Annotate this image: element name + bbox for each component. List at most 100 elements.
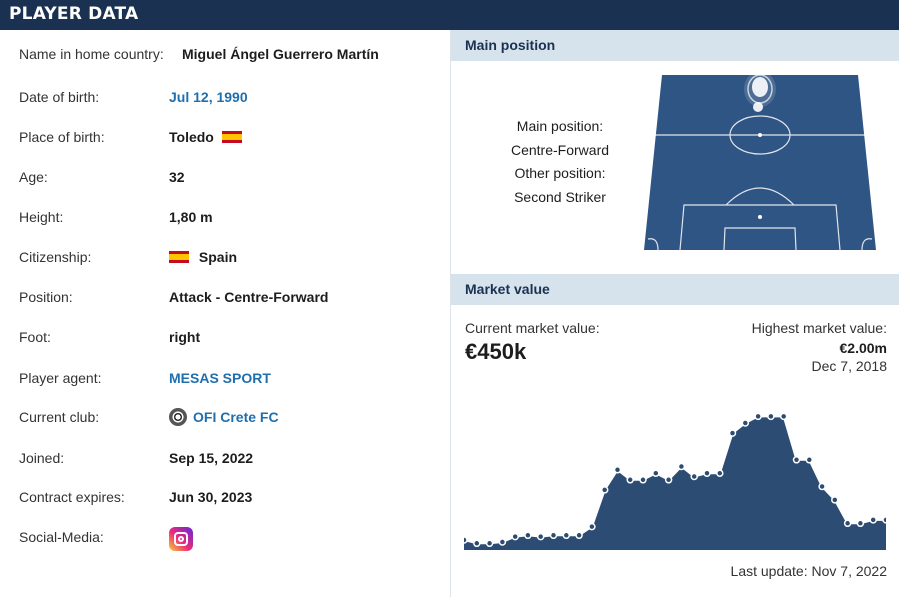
last-update: Last update: Nov 7, 2022: [730, 563, 887, 579]
label: Joined:: [19, 450, 65, 466]
row-current-club: Current club: OFI Crete FC: [19, 407, 449, 427]
market-value-point[interactable]: [779, 412, 788, 421]
market-value-point[interactable]: [626, 476, 634, 484]
market-value-point[interactable]: [728, 429, 737, 437]
player-data-list: Name in home country: Miguel Ángel Guerr…: [0, 30, 450, 597]
position-heat-marker: [744, 75, 776, 112]
row-name-home: Name in home country: Miguel Ángel Guerr…: [19, 44, 449, 64]
highest-market-value-label: Highest market value:: [751, 320, 887, 336]
market-value-point[interactable]: [575, 531, 583, 540]
market-value-point[interactable]: [498, 538, 507, 546]
spain-flag-icon: [221, 131, 242, 143]
player-agent-link[interactable]: MESAS SPORT: [169, 370, 271, 386]
row-age: Age: 32: [19, 167, 449, 187]
penalty-spot: [758, 215, 762, 219]
market-value-point[interactable]: [716, 469, 724, 477]
market-value-point[interactable]: [664, 476, 673, 484]
pitch-field: [644, 75, 876, 250]
label: Height:: [19, 209, 64, 225]
corner-arc-left: [647, 238, 659, 250]
row-player-agent: Player agent: MESAS SPORT: [19, 368, 449, 388]
instagram-icon[interactable]: [169, 527, 193, 551]
value: right: [169, 329, 201, 345]
citizenship-value: Spain: [198, 249, 238, 265]
market-value-point[interactable]: [464, 536, 468, 544]
market-value-point[interactable]: [600, 486, 609, 494]
label: Foot:: [19, 329, 51, 345]
market-value-point[interactable]: [843, 519, 852, 528]
label: Contract expires:: [19, 489, 125, 505]
goal-box: [723, 227, 797, 250]
market-value-point[interactable]: [549, 531, 558, 540]
other-position-label: Other position:: [514, 165, 606, 181]
market-value-point[interactable]: [588, 522, 596, 531]
market-value-point[interactable]: [473, 539, 481, 548]
column-divider: [450, 30, 451, 597]
main-position-header: Main position: [451, 30, 899, 61]
row-social-media: Social-Media:: [19, 527, 449, 551]
place-of-birth-value: Toledo: [169, 129, 214, 145]
market-value-line: [464, 415, 886, 545]
market-value-point[interactable]: [831, 496, 839, 504]
value-wrap: Spain: [169, 247, 237, 267]
player-data-header: PLAYER DATA: [0, 0, 899, 30]
market-value-point[interactable]: [613, 466, 622, 474]
current-club-value: OFI Crete FC: [193, 409, 279, 425]
highest-market-value-date: Dec 7, 2018: [811, 358, 888, 374]
label: Name in home country:: [19, 46, 164, 62]
market-value-point[interactable]: [511, 532, 519, 541]
market-value-point[interactable]: [856, 519, 865, 528]
market-value-point[interactable]: [639, 476, 647, 484]
current-market-value: €450k: [465, 339, 527, 364]
value-wrap: [169, 527, 193, 551]
label: Position:: [19, 289, 73, 305]
row-date-of-birth: Date of birth: Jul 12, 1990: [19, 87, 449, 107]
label: Current club:: [19, 409, 100, 425]
value: Sep 15, 2022: [169, 450, 254, 466]
main-position-value: Centre-Forward: [510, 142, 610, 158]
penalty-arc: [725, 187, 795, 206]
label: Date of birth:: [19, 89, 100, 105]
market-value-area: [464, 416, 886, 550]
main-position-heading: Main position: [465, 37, 556, 53]
value: Miguel Ángel Guerrero Martín: [182, 46, 379, 62]
market-value-point[interactable]: [754, 412, 762, 421]
market-value-point[interactable]: [524, 531, 532, 540]
value-wrap: Toledo: [169, 127, 242, 147]
label: Player agent:: [19, 370, 102, 386]
market-value-point[interactable]: [677, 462, 686, 471]
other-position-value: Second Striker: [514, 189, 606, 205]
label: Age:: [19, 169, 48, 185]
market-value-point[interactable]: [792, 456, 801, 464]
market-value-point[interactable]: [562, 531, 571, 540]
market-value-point[interactable]: [536, 532, 545, 541]
market-value-point[interactable]: [652, 469, 660, 477]
row-place-of-birth: Place of birth: Toledo: [19, 127, 449, 147]
main-position-label: Main position:: [516, 118, 604, 134]
market-value-point[interactable]: [805, 456, 814, 464]
market-value-point[interactable]: [818, 482, 826, 491]
row-joined: Joined: Sep 15, 2022: [19, 448, 449, 468]
market-value-point[interactable]: [703, 469, 711, 477]
centre-circle: [729, 115, 791, 155]
current-market-value-label: Current market value:: [465, 320, 600, 336]
ofi-crete-logo-icon: [169, 408, 187, 426]
market-value-point[interactable]: [485, 539, 494, 548]
row-height: Height: 1,80 m: [19, 207, 449, 227]
market-value-header: Market value: [451, 274, 899, 305]
market-value-point[interactable]: [882, 516, 886, 524]
current-club-link[interactable]: OFI Crete FC: [169, 407, 279, 427]
market-value-heading: Market value: [465, 281, 550, 297]
market-value-point[interactable]: [690, 472, 698, 481]
market-value-chart[interactable]: [464, 395, 886, 555]
row-foot: Foot: right: [19, 327, 449, 347]
market-value-point[interactable]: [869, 516, 877, 524]
market-value-point[interactable]: [767, 412, 775, 421]
value: 32: [169, 169, 185, 185]
value: Jun 30, 2023: [169, 489, 253, 505]
market-value-point[interactable]: [741, 419, 750, 427]
centre-spot: [758, 133, 762, 137]
row-position: Position: Attack - Centre-Forward: [19, 287, 449, 307]
value: Attack - Centre-Forward: [169, 289, 329, 305]
date-of-birth-link[interactable]: Jul 12, 1990: [169, 89, 248, 105]
